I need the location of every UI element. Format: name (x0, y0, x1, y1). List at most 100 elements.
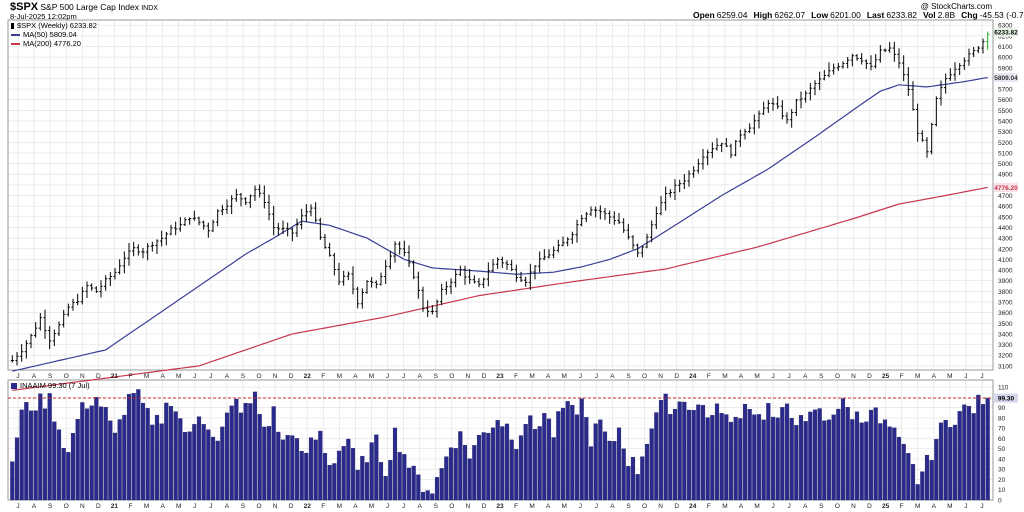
price-bar (318, 217, 322, 240)
indicator-bar (509, 439, 514, 501)
indicator-bar (355, 469, 360, 501)
indicator-bar (150, 424, 155, 501)
indicator-bar (724, 414, 729, 501)
price-bar (948, 68, 952, 81)
price-bar (388, 251, 392, 270)
price-tick-label: 5200 (998, 140, 1013, 147)
price-bar (309, 204, 313, 217)
price-bar (874, 54, 878, 69)
price-bar (519, 271, 523, 282)
x-tick-label: J (402, 503, 405, 510)
x-tick-label: N (851, 373, 856, 380)
x-tick-label: O (256, 373, 261, 380)
last-price-tag: 6233.82 (994, 27, 1018, 37)
indicator-bar (154, 414, 160, 501)
price-bar (146, 243, 150, 261)
x-tick-label: O (64, 503, 69, 510)
price-bar (617, 213, 621, 225)
price-bar (155, 239, 159, 254)
indicator-bar (299, 450, 304, 501)
price-bar (743, 128, 747, 140)
price-tick-label: 3500 (998, 321, 1013, 328)
price-bar (328, 242, 332, 257)
indicator-bar (290, 435, 295, 501)
indicator-bar (252, 391, 258, 501)
indicator-tick-label: 80 (998, 415, 1006, 422)
indicator-bar (215, 440, 220, 501)
indicator-bar (145, 408, 150, 501)
indicator-bar (910, 464, 916, 501)
indicator-bar (962, 404, 967, 501)
indicator-tick-label: 70 (998, 426, 1006, 433)
price-bar (944, 73, 948, 94)
indicator-bar (626, 466, 631, 501)
price-bar (85, 281, 89, 299)
price-bar (710, 142, 714, 159)
x-tick-label: N (658, 373, 663, 380)
x-tick-label: N (273, 373, 278, 380)
indicator-bar (794, 425, 799, 501)
price-bar (715, 138, 719, 151)
indicator-bar (556, 411, 561, 501)
x-tick-label: 23 (496, 373, 504, 380)
x-tick-label: F (128, 503, 132, 510)
ma200-path (12, 186, 988, 391)
price-bar (920, 130, 924, 142)
indicator-bar (892, 427, 897, 501)
x-tick-label: J (771, 373, 774, 380)
indicator-bar (19, 409, 24, 501)
indicator-bar (131, 393, 136, 501)
indicator-bar (854, 411, 860, 501)
indicator-bar (612, 441, 617, 501)
price-bar (958, 63, 962, 76)
indicator-tick-label: 50 (998, 446, 1006, 453)
ohlc-label: Open (693, 10, 715, 20)
indicator-bar (439, 468, 444, 501)
indicator-bar (780, 407, 785, 501)
price-bar (654, 206, 658, 230)
price-tick-label: 5600 (998, 97, 1013, 104)
price-tick-label: 5700 (998, 87, 1013, 94)
x-tick-label: S (434, 503, 439, 510)
price-tick-label: 5300 (998, 129, 1013, 136)
indicator-bar (817, 408, 822, 501)
price-bar (701, 148, 705, 170)
price-bar (757, 110, 761, 129)
indicator-bar (677, 401, 682, 501)
price-bar (962, 57, 966, 70)
x-tick-label: A (546, 373, 551, 380)
price-bar (202, 220, 206, 230)
price-tick-label: 4900 (998, 172, 1013, 179)
indicator-tick-label: 40 (998, 456, 1006, 463)
indicator-bar (500, 426, 505, 501)
price-bar (650, 220, 654, 243)
indicator-bar (915, 484, 920, 501)
price-bar (505, 260, 509, 270)
chart-datetime: 8-Jul-2025 12:02pm (10, 12, 77, 21)
price-tick-label: 3200 (998, 353, 1013, 360)
price-bar (160, 230, 164, 247)
indicator-bar (906, 453, 911, 501)
x-tick-label: A (803, 503, 808, 510)
price-bar (444, 281, 448, 295)
ma200-line (12, 186, 988, 391)
price-bar (575, 219, 579, 243)
price-bar (729, 143, 733, 159)
indicator-bar (873, 407, 878, 501)
indicator-bar (75, 419, 80, 501)
x-tick-label: N (466, 503, 471, 510)
copyright-label[interactable]: @ StockCharts.com (920, 2, 992, 11)
price-bar (244, 197, 248, 206)
indicator-bar (532, 429, 538, 501)
price-bar (94, 286, 98, 293)
x-tick-label: S (434, 373, 439, 380)
x-tick-label: M (529, 373, 534, 380)
price-bar (645, 233, 649, 249)
price-bar (300, 208, 304, 230)
price-bar (118, 259, 122, 275)
price-bar (776, 96, 780, 110)
indicator-bar (276, 431, 281, 501)
indicator-bar (812, 409, 818, 501)
indicator-bar (766, 403, 771, 501)
indicator-bar (621, 448, 626, 501)
